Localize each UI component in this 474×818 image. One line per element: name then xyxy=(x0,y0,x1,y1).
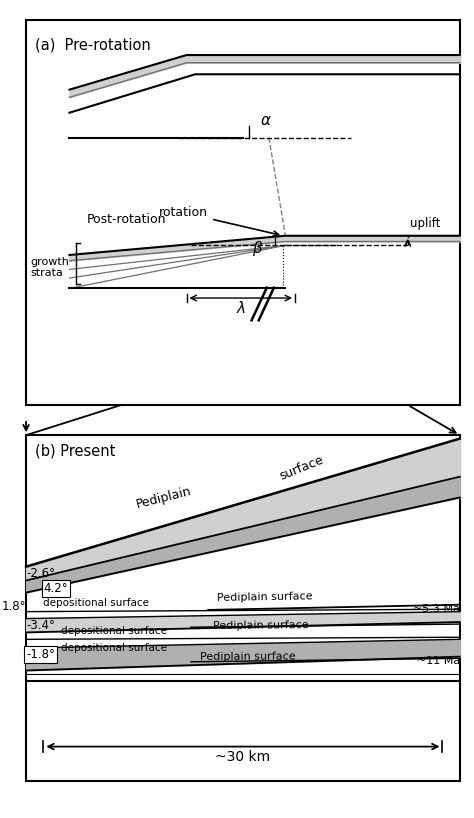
Text: ~30 km: ~30 km xyxy=(215,750,271,764)
Text: ~5.3 Ma: ~5.3 Ma xyxy=(413,605,460,614)
Text: (a)  Pre-rotation: (a) Pre-rotation xyxy=(35,38,150,52)
Text: $\beta$: $\beta$ xyxy=(253,239,264,258)
Text: -1.8°: -1.8° xyxy=(26,648,55,661)
Text: rotation: rotation xyxy=(159,206,279,236)
Text: uplift: uplift xyxy=(410,217,440,230)
Text: $\alpha$: $\alpha$ xyxy=(260,113,272,128)
Text: Pediplain surface: Pediplain surface xyxy=(217,591,313,603)
Text: Pediplain surface: Pediplain surface xyxy=(200,652,295,662)
Text: ~11 Ma: ~11 Ma xyxy=(417,656,460,666)
Text: depositional surface: depositional surface xyxy=(61,644,167,654)
Text: depositional surface: depositional surface xyxy=(61,626,167,636)
Text: growth: growth xyxy=(30,257,69,267)
Text: Post-rotation: Post-rotation xyxy=(87,213,166,226)
Text: (b) Present: (b) Present xyxy=(35,444,115,459)
Bar xyxy=(26,435,460,781)
Text: Pediplain surface: Pediplain surface xyxy=(212,620,308,631)
Bar xyxy=(26,20,460,405)
Text: -3.4°: -3.4° xyxy=(26,618,55,631)
Text: Pediplain: Pediplain xyxy=(135,484,193,510)
Text: strata: strata xyxy=(30,268,64,278)
Text: surface: surface xyxy=(278,454,326,483)
Text: -2.6°: -2.6° xyxy=(26,567,55,580)
Text: 1.8°: 1.8° xyxy=(1,600,26,613)
Text: $\lambda$: $\lambda$ xyxy=(236,299,246,316)
Text: 4.2°: 4.2° xyxy=(44,582,68,596)
Text: depositional surface: depositional surface xyxy=(44,599,149,609)
